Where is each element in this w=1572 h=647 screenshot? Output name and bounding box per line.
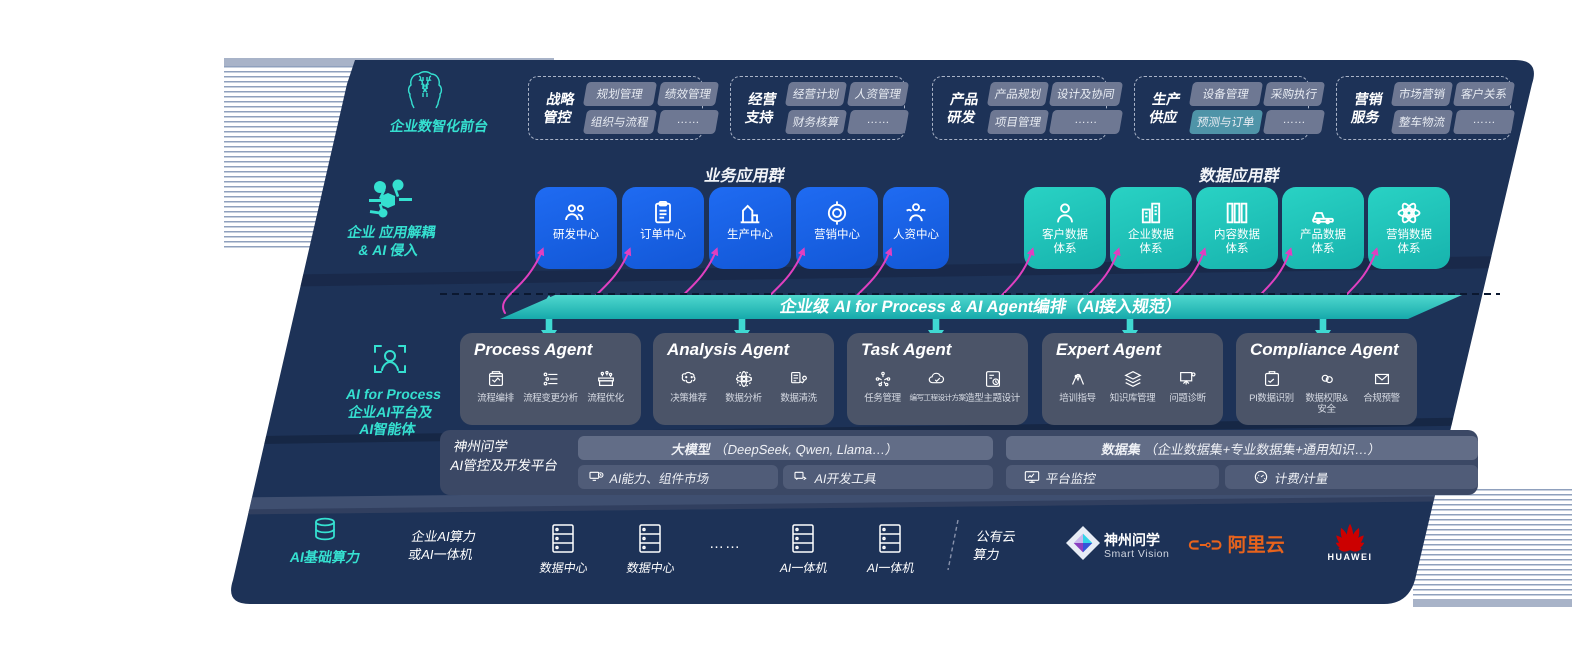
svg-text:AI一体机: AI一体机 xyxy=(779,561,829,575)
svg-text:AI一体机: AI一体机 xyxy=(866,561,916,575)
svg-text:数据中心: 数据中心 xyxy=(539,560,590,575)
svg-text:……: …… xyxy=(709,535,741,552)
svg-text:数据中心: 数据中心 xyxy=(626,560,677,575)
